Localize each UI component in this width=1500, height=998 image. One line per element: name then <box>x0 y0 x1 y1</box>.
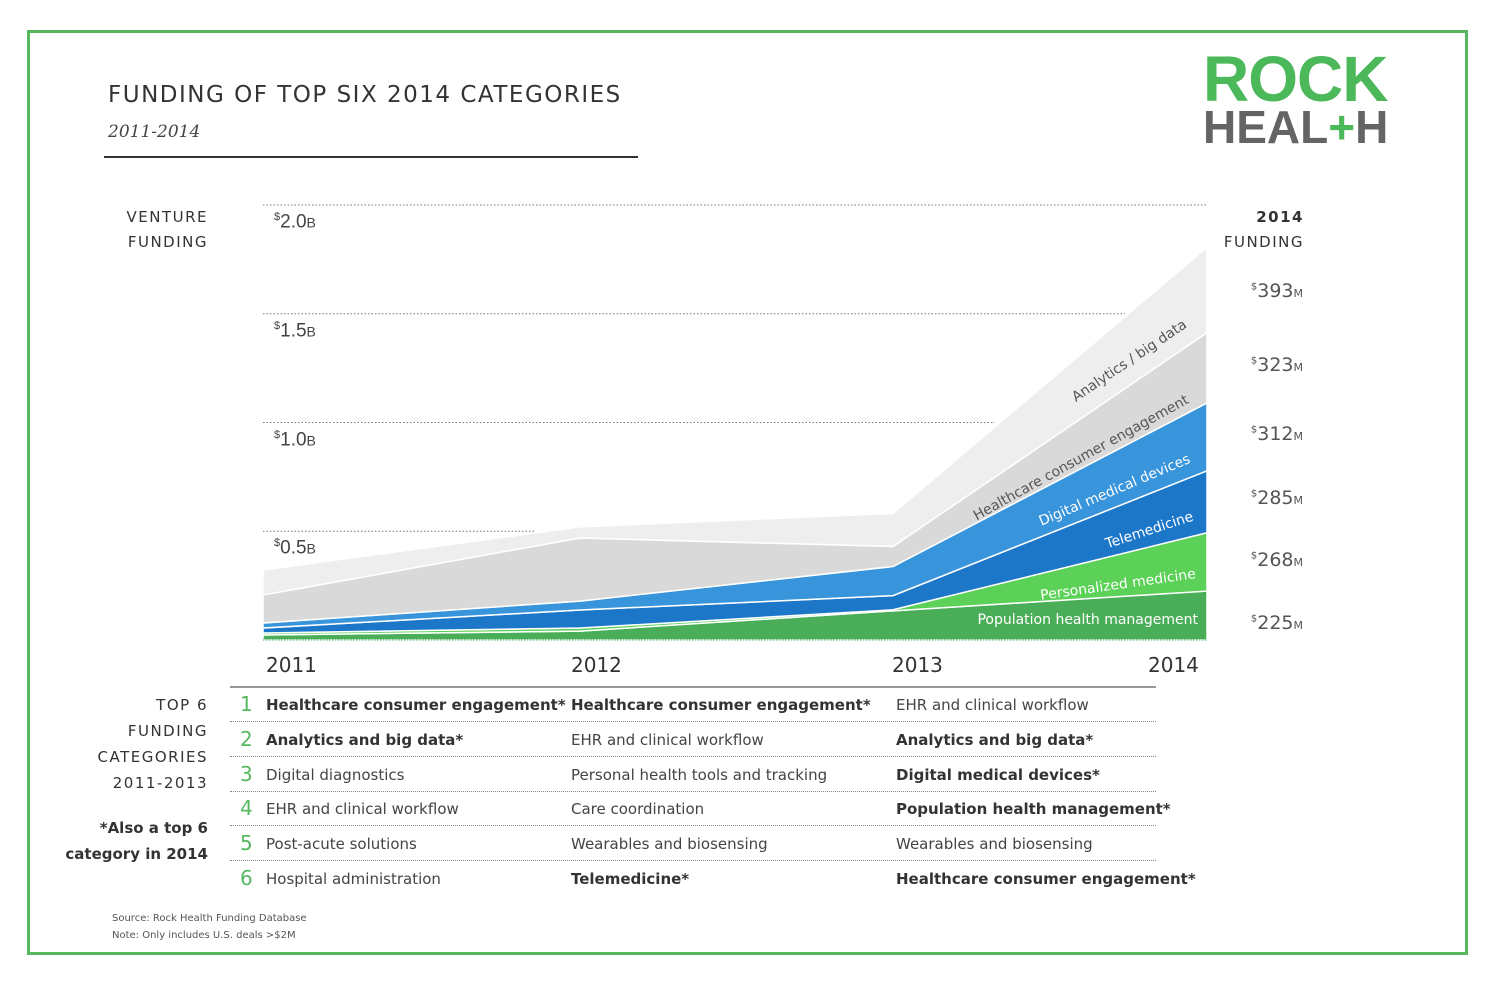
rank-number: 6 <box>240 866 253 890</box>
category-cell-2012: Healthcare consumer engagement* <box>571 696 871 714</box>
category-cell-2013: Healthcare consumer engagement* <box>896 870 1196 888</box>
category-cell-2012: Care coordination <box>571 800 705 819</box>
rank-number: 3 <box>240 761 253 786</box>
chart-subtitle: 2011-2014 <box>108 122 201 142</box>
value-label-2014: $323M <box>1250 354 1303 376</box>
title-divider <box>104 156 638 158</box>
category-cell-2012: Telemedicine* <box>571 870 690 888</box>
series-label: Population health management <box>977 612 1198 628</box>
deals-note: Note: Only includes U.S. deals >$2M <box>112 930 296 941</box>
rank-number: 2 <box>240 726 253 751</box>
category-cell-2013: Wearables and biosensing <box>896 835 1093 854</box>
category-cell-2011: Digital diagnostics <box>266 765 405 784</box>
funding-2014-label: 2014 FUNDING <box>1223 208 1304 251</box>
category-cell-2011: Hospital administration <box>266 870 441 888</box>
table-row: 3 Digital diagnostics Personal health tool… <box>230 762 1156 800</box>
y-tick-label: $1.5B <box>274 319 316 342</box>
logo-line-2: HEAL+H <box>1203 101 1389 153</box>
value-label-2014: $393M <box>1250 280 1303 302</box>
x-tick-label: 2012 <box>571 653 622 677</box>
area-analytics-big-data <box>262 245 1208 596</box>
value-label-2014: $312M <box>1250 423 1303 445</box>
value-label-2014: $285M <box>1250 487 1303 509</box>
value-label-2014: $225M <box>1250 612 1303 634</box>
category-cell-2012: Wearables and biosensing <box>571 835 768 854</box>
y-tick-label: $2.0B <box>274 211 316 233</box>
table-row: 5 Post-acute solutions Wearables and biose… <box>230 831 1156 869</box>
rock-health-logo: ROCK HEAL+H <box>1203 43 1389 153</box>
rank-number: 5 <box>240 831 253 856</box>
value-label-2014: $268M <box>1250 549 1303 571</box>
category-cell-2013: Digital medical devices* <box>896 765 1100 784</box>
x-tick-label: 2014 <box>1148 653 1199 677</box>
category-cell-2013: Population health management* <box>896 800 1171 819</box>
row-divider <box>230 721 1156 722</box>
category-cell-2013: Analytics and big data* <box>896 730 1094 749</box>
logo-line-1: ROCK <box>1203 43 1388 115</box>
category-cell-2012: EHR and clinical workflow <box>571 730 764 749</box>
table-row: 4 EHR and clinical workflow Care coordinat… <box>230 796 1171 834</box>
venture-funding-label: VENTURE FUNDING <box>126 208 208 251</box>
table-row: 6 Hospital administration Telemedicine* Hea… <box>230 866 1196 904</box>
category-cell-2012: Personal health tools and tracking <box>571 765 828 784</box>
row-divider <box>230 825 1156 827</box>
category-cell-2011: Analytics and big data* <box>266 730 464 749</box>
border-frame <box>27 30 1468 955</box>
y-tick-label: $0.5B <box>274 537 316 559</box>
source-note: Source: Rock Health Funding Database <box>112 913 307 924</box>
row-divider <box>230 860 1156 862</box>
chart-title: FUNDING OF TOP SIX 2014 CATEGORIES <box>108 82 622 108</box>
top6-label: TOP 6 FUNDING CATEGORIES 2011-2013 <box>97 696 208 792</box>
table-row: 1 Healthcare consumer engagement* Healthca… <box>230 692 1156 730</box>
x-tick-label: 2013 <box>892 653 943 677</box>
category-cell-2013: EHR and clinical workflow <box>896 696 1089 714</box>
also-top6-note: *Also a top 6 category in 2014 <box>65 819 208 863</box>
row-divider <box>230 790 1156 792</box>
table-top-rule <box>230 686 1156 688</box>
rank-number: 1 <box>240 692 253 716</box>
category-cell-2011: Post-acute solutions <box>266 835 417 854</box>
row-divider <box>230 755 1156 757</box>
table-row: 2 Analytics and big data* EHR and clinical… <box>230 727 1156 765</box>
x-tick-label: 2011 <box>266 653 317 677</box>
y-tick-label: $1.0B <box>274 428 316 450</box>
category-cell-2011: EHR and clinical workflow <box>266 800 459 819</box>
rank-number: 4 <box>240 796 253 821</box>
category-cell-2011: Healthcare consumer engagement* <box>266 696 566 714</box>
